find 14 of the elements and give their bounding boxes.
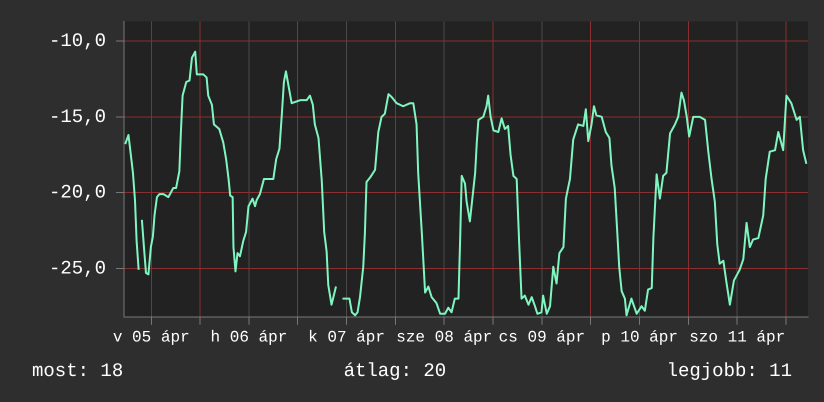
x-tick-label: sze 08 ápr [396,328,492,347]
x-tick-label: v 05 ápr [112,328,190,347]
y-tick-label: -25,0 [48,257,106,280]
x-tick-label: k 07 ápr [308,328,385,347]
x-tick-label: szo 11 ápr [689,328,786,347]
text: legjobb: 11 [666,360,792,382]
y-tick-label: -10,0 [48,30,106,52]
y-tick-label: -20,0 [48,182,106,204]
x-tick-label: h 06 ápr [210,328,288,347]
x-tick-label: cs 09 ápr [498,328,586,347]
y-tick-label: -15,0 [48,106,106,128]
x-tick-label: p 10 ápr [601,328,678,347]
text: átlag: 20 [344,360,446,382]
text: most: 18 [32,360,124,382]
